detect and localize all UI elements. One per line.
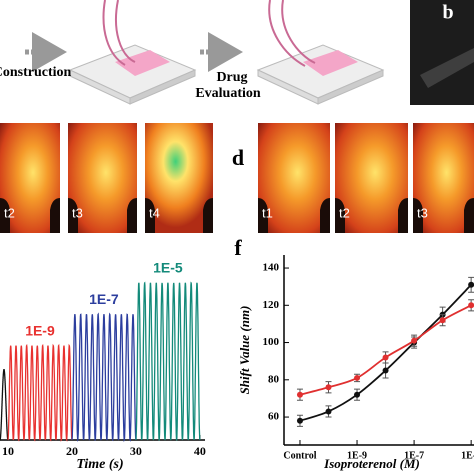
point xyxy=(354,391,361,398)
signal xyxy=(135,281,201,441)
x-tick-label: 10 xyxy=(2,444,14,458)
frame-label: t2 xyxy=(4,205,15,220)
image-frames: t2 t3 t4 t1 t2 t3 xyxy=(0,123,474,233)
point xyxy=(296,417,303,424)
point xyxy=(411,337,418,344)
frame-label: t2 xyxy=(339,205,350,220)
step-label: Construction xyxy=(0,65,71,80)
panel-label: d xyxy=(232,145,244,170)
point xyxy=(325,384,332,391)
x-tick-label: Control xyxy=(283,450,316,461)
y-tick-label: 100 xyxy=(263,336,280,348)
signal xyxy=(7,343,73,442)
step-label: Evaluation xyxy=(195,86,261,101)
x-tick-label: 1E-7 xyxy=(404,450,424,461)
point xyxy=(439,317,446,324)
series-label: 1E-7 xyxy=(89,291,119,307)
point xyxy=(382,354,389,361)
signal xyxy=(0,369,9,441)
point xyxy=(382,367,389,374)
y-tick-label: 120 xyxy=(263,299,280,311)
point xyxy=(468,281,474,288)
x-axis-label: Time (s) xyxy=(76,457,123,472)
frame-label: t3 xyxy=(417,205,428,220)
image-content xyxy=(413,123,474,233)
series-label: 1E-9 xyxy=(25,322,55,338)
y-tick-label: 140 xyxy=(263,262,280,274)
y-axis-label: Shift Value (nm) xyxy=(237,306,252,395)
image-content xyxy=(0,123,60,233)
photo xyxy=(410,0,474,105)
step-label: Drug xyxy=(216,70,247,85)
image-content xyxy=(258,123,330,233)
point xyxy=(354,374,361,381)
panel-label: b xyxy=(442,2,453,24)
charts: 10 20 30 40 Time (s) 1E-9 1E-7 1E-5 f 60 80 100 120 1… xyxy=(0,235,474,472)
x-tick-label: 1E-5 xyxy=(461,450,474,461)
x-tick-label: 40 xyxy=(194,444,206,458)
y-tick-label: 80 xyxy=(268,373,280,385)
point xyxy=(325,408,332,415)
panel-label: f xyxy=(234,235,242,260)
frame-label: t4 xyxy=(149,205,160,220)
point xyxy=(468,302,474,309)
frame-label: t3 xyxy=(72,205,83,220)
point xyxy=(296,391,303,398)
x-tick-label: 30 xyxy=(130,444,142,458)
schematic xyxy=(25,0,474,105)
frame-label: t1 xyxy=(262,205,273,220)
series-label: 1E-5 xyxy=(153,259,183,275)
x-tick-label: 20 xyxy=(66,444,78,458)
x-tick-label: 1E-9 xyxy=(347,450,367,461)
x-axis-label: Isoproterenol (M) xyxy=(323,456,420,471)
image-content xyxy=(145,123,213,233)
signal xyxy=(71,312,137,443)
y-tick-label: 60 xyxy=(268,411,280,423)
image-content xyxy=(335,123,408,233)
image-content xyxy=(68,123,137,233)
